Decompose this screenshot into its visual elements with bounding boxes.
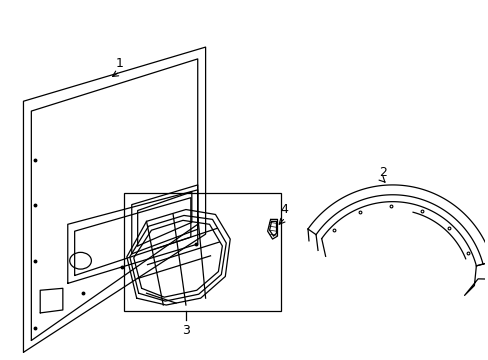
Text: 2: 2: [378, 166, 386, 179]
Text: 4: 4: [280, 203, 288, 216]
Text: 1: 1: [116, 57, 123, 70]
Text: 3: 3: [182, 324, 189, 337]
Bar: [123, 193, 281, 311]
